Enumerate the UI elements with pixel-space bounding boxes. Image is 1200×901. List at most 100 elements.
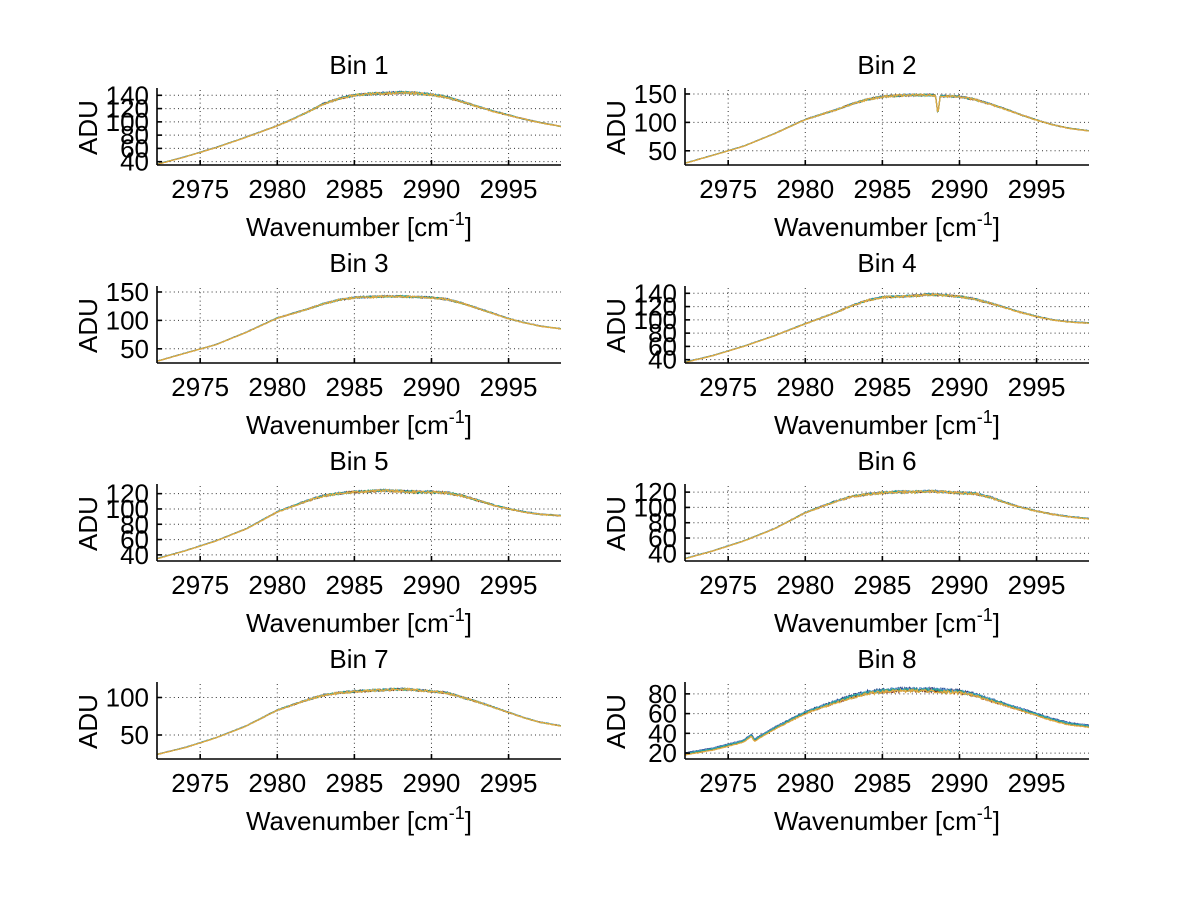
x-tick-label: 2985 [325, 174, 383, 204]
y-axis-label: ADU [601, 496, 631, 551]
subplot-bin-2: Bin 2 50 100 150 2975 2980 2985 2990 2995 ADU Wave… [585, 50, 1185, 250]
y-tick-label: 120 [106, 94, 149, 124]
subplot-bin-5: Bin 5 40 60 80 100 120 2975 2980 2985 2990 2995 ADU… [57, 446, 657, 646]
x-tick-label: 2985 [853, 372, 911, 402]
spectrum-trace-navy [685, 292, 1089, 363]
spectrum-trace-navy [685, 488, 1089, 559]
y-tick-label: 150 [634, 79, 677, 109]
spectrum-trace-green [157, 294, 561, 362]
subplot-title: Bin 4 [857, 250, 916, 278]
plot-traces [685, 686, 1089, 756]
plot-traces [157, 294, 561, 362]
spectrum-trace-green [685, 489, 1089, 560]
x-tick-label: 2975 [171, 372, 229, 402]
x-axis-label: Wavenumber [cm-1] [246, 209, 472, 242]
subplot-title: Bin 8 [857, 646, 916, 674]
y-tick-label: 100 [106, 107, 149, 137]
spectrum-trace-gold [685, 688, 1089, 756]
y-tick-label: 100 [106, 305, 149, 335]
y-tick-label: 80 [120, 120, 149, 150]
y-tick-label: 100 [634, 492, 677, 522]
spectrum-trace-maroon [157, 90, 561, 165]
x-tick-label: 2995 [480, 570, 538, 600]
y-tick-label: 80 [648, 318, 677, 348]
subplot-bin-4: Bin 4 40 60 80 100 120 140 2975 2980 2985 2990 2995… [585, 248, 1185, 448]
spectrum-trace-maroon [685, 293, 1089, 363]
y-tick-label: 50 [648, 136, 677, 166]
x-tick-label: 2995 [1008, 570, 1066, 600]
spectrum-trace-teal [685, 292, 1089, 363]
plot-grid [157, 486, 561, 561]
y-tick-label: 40 [648, 538, 677, 568]
spectrum-trace-gold [685, 93, 1089, 164]
x-axis-label: Wavenumber [cm-1] [774, 605, 1000, 638]
subplot-bin-6: Bin 6 40 60 80 100 120 2975 2980 2985 2990 2995 ADU… [585, 446, 1185, 646]
x-tick-label: 2975 [699, 570, 757, 600]
plot-axes [156, 682, 561, 760]
x-tick-label: 2985 [325, 768, 383, 798]
spectrum-trace-teal [157, 294, 561, 362]
x-tick-label: 2980 [776, 174, 834, 204]
subplot-title: Bin 5 [329, 448, 388, 476]
plot-axes [156, 484, 561, 562]
y-tick-label: 100 [106, 683, 149, 713]
plot-axes [684, 286, 1089, 364]
y-tick-label: 40 [648, 718, 677, 748]
spectrum-trace-maroon [685, 93, 1089, 164]
spectrum-trace-gold [157, 294, 561, 362]
spectrum-trace-sky [685, 93, 1089, 164]
x-axis-label: Wavenumber [cm-1] [246, 803, 472, 836]
spectrum-trace-green [685, 292, 1089, 363]
x-tick-label: 2990 [931, 372, 989, 402]
plot-grid [685, 684, 1089, 759]
x-tick-label: 2980 [248, 768, 306, 798]
x-tick-label: 2990 [403, 174, 461, 204]
y-axis-label: ADU [601, 694, 631, 749]
subplot-title: Bin 6 [857, 448, 916, 476]
spectrum-trace-maroon [685, 687, 1089, 756]
plot-traces [157, 487, 561, 560]
x-axis-label: Wavenumber [cm-1] [774, 209, 1000, 242]
plot-grid [685, 90, 1089, 165]
y-tick-label: 60 [648, 699, 677, 729]
y-tick-label: 20 [648, 738, 677, 768]
subplot-title: Bin 1 [329, 52, 388, 80]
plot-grid [685, 288, 1089, 363]
plot-axes [684, 484, 1089, 562]
spectrum-trace-gold [685, 292, 1089, 363]
x-tick-label: 2975 [699, 174, 757, 204]
y-tick-label: 140 [634, 278, 677, 308]
plot-grid [685, 486, 1089, 561]
y-tick-label: 80 [648, 508, 677, 538]
plot-axes [156, 88, 561, 166]
plot-grid [157, 684, 561, 759]
subplot-bin-1: Bin 1 40 60 80 100 120 140 2975 2980 2985 2990 2995… [57, 50, 657, 250]
plot-axes [684, 682, 1089, 760]
spectrum-trace-gold [157, 687, 561, 756]
y-tick-label: 100 [106, 494, 149, 524]
spectrum-trace-gold [685, 489, 1089, 560]
x-tick-label: 2980 [248, 570, 306, 600]
x-tick-label: 2995 [1008, 372, 1066, 402]
spectrum-trace-navy [157, 294, 561, 362]
y-tick-label: 80 [120, 509, 149, 539]
x-axis-label: Wavenumber [cm-1] [774, 407, 1000, 440]
y-tick-label: 150 [106, 277, 149, 307]
x-tick-label: 2975 [699, 372, 757, 402]
subplot-title: Bin 7 [329, 646, 388, 674]
y-tick-label: 60 [120, 525, 149, 555]
x-tick-label: 2990 [403, 570, 461, 600]
spectrum-trace-teal [157, 687, 561, 756]
y-axis-label: ADU [601, 298, 631, 353]
y-tick-label: 100 [634, 107, 677, 137]
x-tick-label: 2985 [853, 570, 911, 600]
plot-traces [685, 92, 1089, 164]
x-tick-label: 2990 [931, 768, 989, 798]
y-tick-label: 60 [648, 523, 677, 553]
spectrum-trace-navy [157, 90, 561, 165]
x-tick-label: 2980 [776, 372, 834, 402]
spectrum-trace-sky [157, 90, 561, 165]
